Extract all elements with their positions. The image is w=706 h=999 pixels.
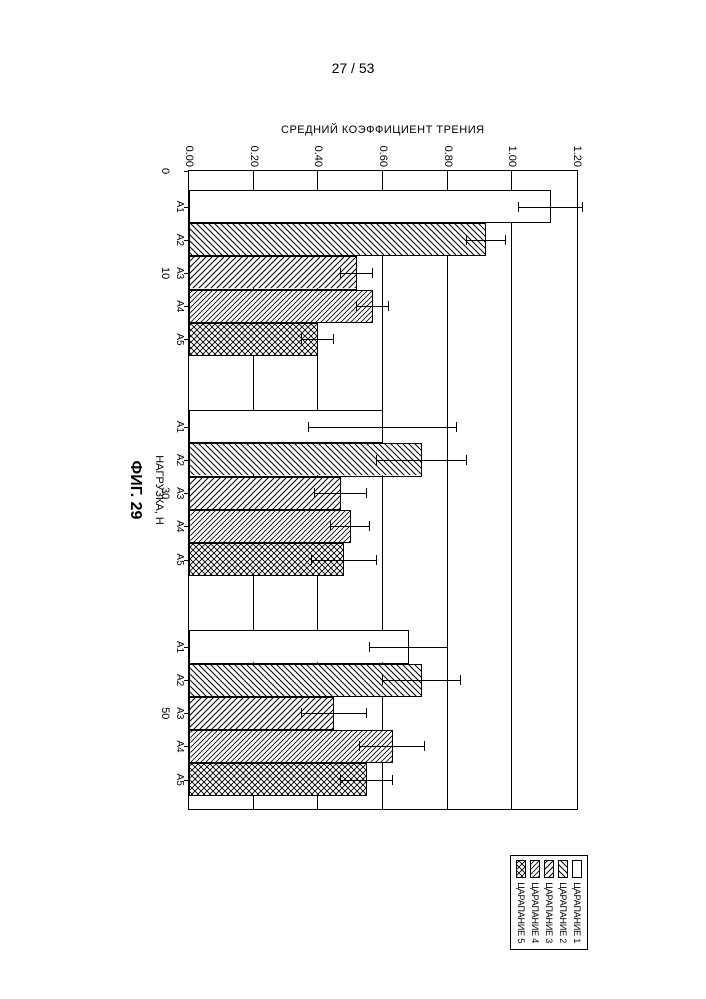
error-cap xyxy=(334,334,335,344)
error-cap xyxy=(392,775,393,785)
y-gridline xyxy=(511,171,512,809)
y-gridline xyxy=(382,171,383,809)
error-cap xyxy=(372,268,373,278)
chart-rotated-container: СРЕДНИЙ КОЭФФИЦИЕНТ ТРЕНИЯ 0.000.200.400… xyxy=(118,120,588,980)
error-bar xyxy=(312,560,377,561)
bar xyxy=(189,510,351,543)
legend-swatch xyxy=(530,860,540,878)
error-bar xyxy=(302,339,334,340)
error-bar xyxy=(377,460,468,461)
error-cap xyxy=(388,301,389,311)
error-cap xyxy=(308,422,309,432)
error-bar xyxy=(519,207,584,208)
x-tick xyxy=(184,427,189,428)
legend-label: ЦАРАПАНИЕ 5 xyxy=(515,882,527,943)
error-cap xyxy=(447,642,448,652)
y-gridline xyxy=(447,171,448,809)
legend: ЦАРАПАНИЕ 1ЦАРАПАНИЕ 2ЦАРАПАНИЕ 3ЦАРАПАН… xyxy=(510,855,588,950)
y-tick-label: 0.20 xyxy=(248,146,260,171)
error-cap xyxy=(340,268,341,278)
error-cap xyxy=(314,488,315,498)
legend-label: ЦАРАПАНИЕ 3 xyxy=(543,882,555,943)
y-tick-label: 0.40 xyxy=(312,146,324,171)
x-tick xyxy=(184,339,189,340)
plot-area: 0.000.200.400.600.801.001.200A1A2A3A4A51… xyxy=(188,170,578,810)
figure-label: ФИГ. 29 xyxy=(126,170,144,810)
legend-swatch xyxy=(544,860,554,878)
x-tick xyxy=(184,273,189,274)
error-bar xyxy=(383,680,461,681)
chart: СРЕДНИЙ КОЭФФИЦИЕНТ ТРЕНИЯ 0.000.200.400… xyxy=(118,120,588,980)
error-cap xyxy=(424,741,425,751)
x-tick xyxy=(184,526,189,527)
error-cap xyxy=(311,555,312,565)
legend-label: ЦАРАПАНИЕ 2 xyxy=(557,882,569,943)
legend-label: ЦАРАПАНИЕ 4 xyxy=(529,882,541,943)
x-tick xyxy=(184,647,189,648)
legend-swatch xyxy=(572,860,582,878)
error-bar xyxy=(302,713,367,714)
x-axis-title: НАГРУЗКА, Н xyxy=(153,170,165,810)
legend-item: ЦАРАПАНИЕ 3 xyxy=(543,860,555,943)
legend-item: ЦАРАПАНИЕ 4 xyxy=(529,860,541,943)
bar xyxy=(189,190,551,223)
y-tick-label: 0.60 xyxy=(377,146,389,171)
bar xyxy=(189,323,318,356)
y-tick-label: 1.20 xyxy=(571,146,583,171)
page: 27 / 53 СРЕДНИЙ КОЭФФИЦИЕНТ ТРЕНИЯ 0.000… xyxy=(0,0,706,999)
x-tick xyxy=(184,713,189,714)
x-tick xyxy=(184,780,189,781)
x-tick xyxy=(184,306,189,307)
error-cap xyxy=(301,334,302,344)
error-cap xyxy=(330,521,331,531)
error-bar xyxy=(370,647,448,648)
error-bar xyxy=(341,780,393,781)
error-bar xyxy=(341,273,373,274)
error-bar xyxy=(309,427,458,428)
error-bar xyxy=(357,306,389,307)
error-cap xyxy=(518,202,519,212)
error-cap xyxy=(456,422,457,432)
bar xyxy=(189,223,486,256)
legend-swatch xyxy=(558,860,568,878)
bar xyxy=(189,290,373,323)
error-bar xyxy=(315,493,367,494)
legend-item: ЦАРАПАНИЕ 5 xyxy=(515,860,527,943)
error-cap xyxy=(505,235,506,245)
x-tick xyxy=(184,240,189,241)
error-cap xyxy=(359,741,360,751)
legend-swatch xyxy=(516,860,526,878)
bar xyxy=(189,256,357,289)
error-cap xyxy=(466,235,467,245)
error-bar xyxy=(360,746,425,747)
y-tick-label: 1.00 xyxy=(506,146,518,171)
error-cap xyxy=(340,775,341,785)
x-tick xyxy=(184,680,189,681)
x-tick xyxy=(184,460,189,461)
error-bar xyxy=(467,240,506,241)
x-tick xyxy=(184,493,189,494)
y-axis-title: СРЕДНИЙ КОЭФФИЦИЕНТ ТРЕНИЯ xyxy=(188,124,578,138)
error-cap xyxy=(582,202,583,212)
legend-label: ЦАРАПАНИЕ 1 xyxy=(571,882,583,943)
error-cap xyxy=(460,675,461,685)
error-cap xyxy=(466,455,467,465)
x-tick xyxy=(184,560,189,561)
x-tick xyxy=(184,746,189,747)
y-tick-label: 0.80 xyxy=(442,146,454,171)
error-cap xyxy=(356,301,357,311)
error-cap xyxy=(369,521,370,531)
error-cap xyxy=(369,642,370,652)
x-tick xyxy=(184,207,189,208)
error-cap xyxy=(376,455,377,465)
error-cap xyxy=(366,708,367,718)
error-cap xyxy=(382,675,383,685)
error-cap xyxy=(366,488,367,498)
error-bar xyxy=(331,526,370,527)
error-cap xyxy=(376,555,377,565)
page-number: 27 / 53 xyxy=(0,60,706,76)
error-cap xyxy=(301,708,302,718)
legend-item: ЦАРАПАНИЕ 1 xyxy=(571,860,583,943)
legend-item: ЦАРАПАНИЕ 2 xyxy=(557,860,569,943)
